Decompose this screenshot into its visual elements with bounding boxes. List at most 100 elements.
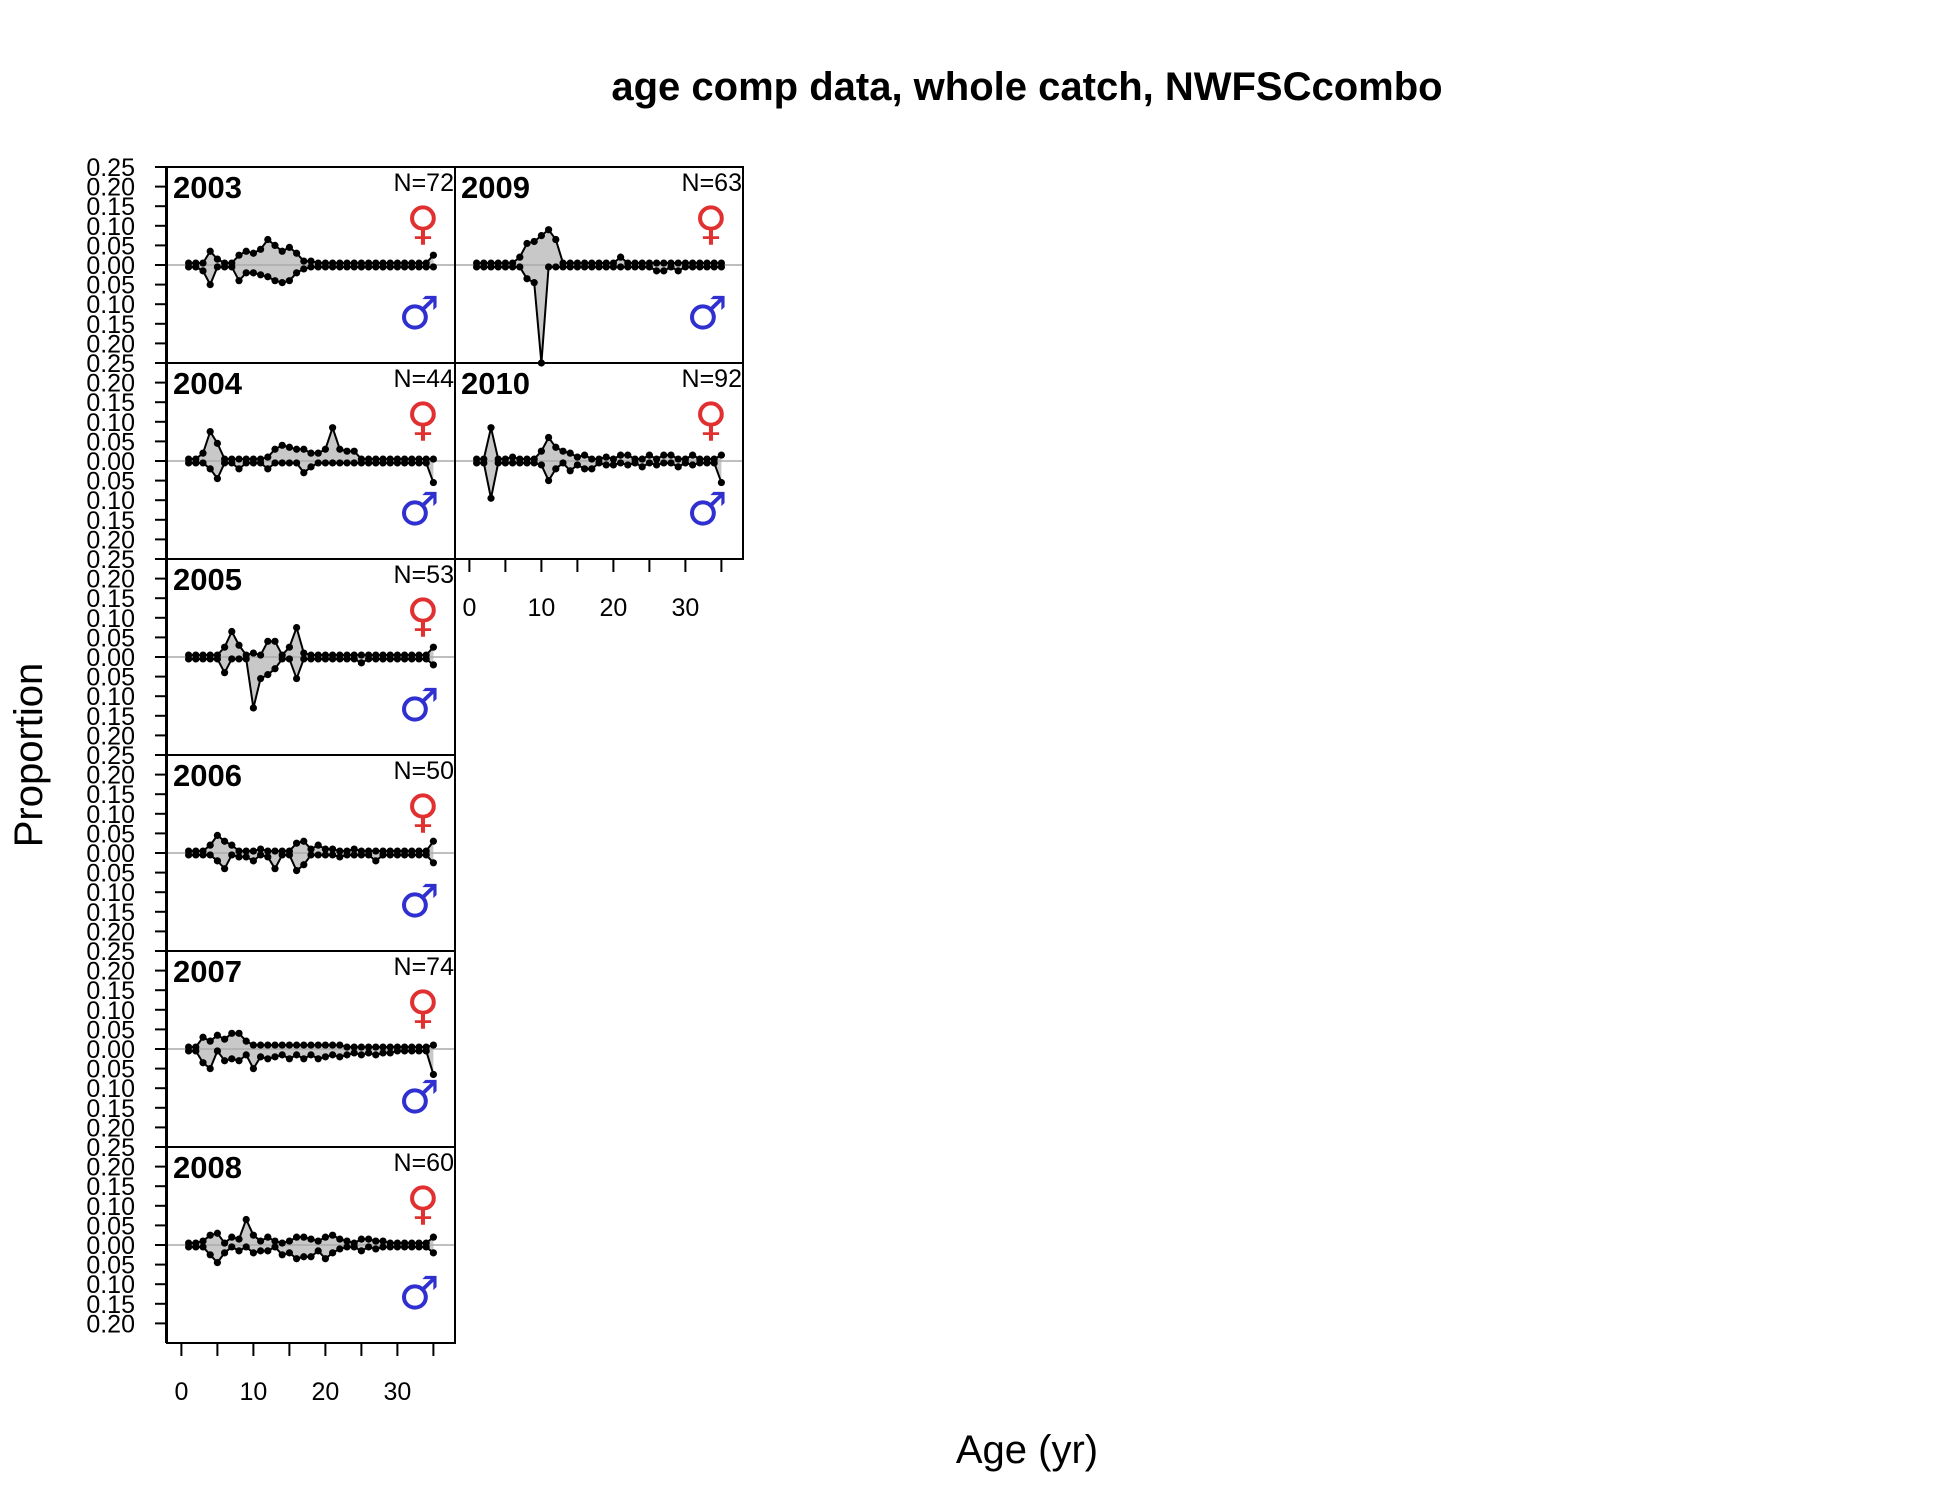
male-point [278,851,286,859]
male-point [501,263,509,271]
male-point [573,263,582,271]
male-point [264,465,272,473]
female-point [300,649,308,657]
panels-group: 2003 N=72♀♂2004 N=44♀♂2005 N=53♀♂2006 N=50♀♂… [86,154,744,1406]
panel-year-label: 2007 [173,954,242,989]
male-symbol-icon: ♂ [398,1266,439,1320]
female-point [343,1043,351,1051]
y-tick-label: 0.05 [86,820,135,848]
male-point [609,461,618,469]
male-point [401,851,409,859]
female-point [645,451,654,459]
female-point [213,439,221,447]
y-tick-label: 0.00 [86,840,135,868]
male-point [249,857,257,865]
male-point [350,851,358,859]
female-point [653,455,661,463]
male-point [545,263,553,271]
male-point [343,851,351,859]
male-point [393,263,401,271]
male-point [314,655,322,663]
male-point [321,655,329,663]
male-point [473,459,481,467]
male-point [185,851,193,859]
male-point [422,655,430,663]
male-point [487,494,495,502]
male-point [228,263,236,271]
male-point [357,1051,365,1059]
male-point [336,853,344,861]
female-point [660,451,668,459]
female-point [537,232,546,240]
female-point [321,1233,329,1241]
male-point [508,459,517,467]
male-point [696,459,704,467]
female-point [314,1237,322,1245]
male-point [401,1243,409,1251]
female-point [487,424,495,432]
male-point [221,865,229,873]
male-point [653,267,661,275]
male-point [192,459,200,467]
male-point [206,1251,214,1259]
male-area [188,1049,434,1075]
male-point [566,467,574,475]
female-point [314,449,322,457]
male-point [537,461,546,469]
male-point [228,851,236,859]
female-point [653,259,661,267]
male-point [192,655,200,663]
male-point [235,655,243,663]
female-point [329,1041,337,1049]
female-point [199,449,207,457]
male-point [552,465,560,473]
male-point [343,1243,351,1251]
female-point [293,624,301,632]
female-point [379,1043,387,1051]
male-point [293,269,301,277]
y-tick-label: 0.00 [86,1232,135,1260]
y-tick-label: 0.15 [86,1095,135,1123]
female-area [188,239,434,265]
y-tick-label: 0.20 [86,526,135,554]
female-point [257,245,265,253]
female-point [235,455,243,463]
male-point [192,263,200,271]
male-point [386,263,394,271]
y-tick-label: 0.15 [86,585,135,613]
male-point [689,263,697,271]
male-point [674,267,682,275]
male-point [696,263,704,271]
female-point [199,1033,207,1041]
panel-n-label: N=60 [394,1149,454,1177]
male-point [408,459,416,467]
panel-n-label: N=44 [394,365,455,393]
y-tick-label: 0.10 [86,997,135,1025]
female-point [278,247,286,255]
male-point [278,655,286,663]
y-tick-label: 0.20 [86,958,135,986]
y-tick-label: 0.25 [86,154,135,182]
panel-year-label: 2005 [173,562,242,597]
male-point [271,865,279,873]
female-point [329,424,337,432]
male-point [372,1051,380,1059]
y-tick-label: 0.10 [86,683,135,711]
male-point [307,851,315,859]
male-point [365,1049,373,1057]
female-point [307,1235,315,1243]
female-symbol-icon: ♀ [694,392,728,446]
panel-2006: 2006 N=50♀ ♂ [166,754,456,952]
male-point [422,1243,430,1251]
male-point [379,1243,387,1251]
male-point [487,263,495,271]
female-area [188,1219,434,1245]
female-point [638,455,646,463]
y-tick-label: 0.05 [86,232,135,260]
male-point [595,263,603,271]
male-point [271,277,279,285]
panel-year-label: 2010 [461,366,530,401]
female-point [228,1029,236,1037]
y-tick-label: 0.05 [86,1056,135,1084]
female-point [329,1231,337,1239]
